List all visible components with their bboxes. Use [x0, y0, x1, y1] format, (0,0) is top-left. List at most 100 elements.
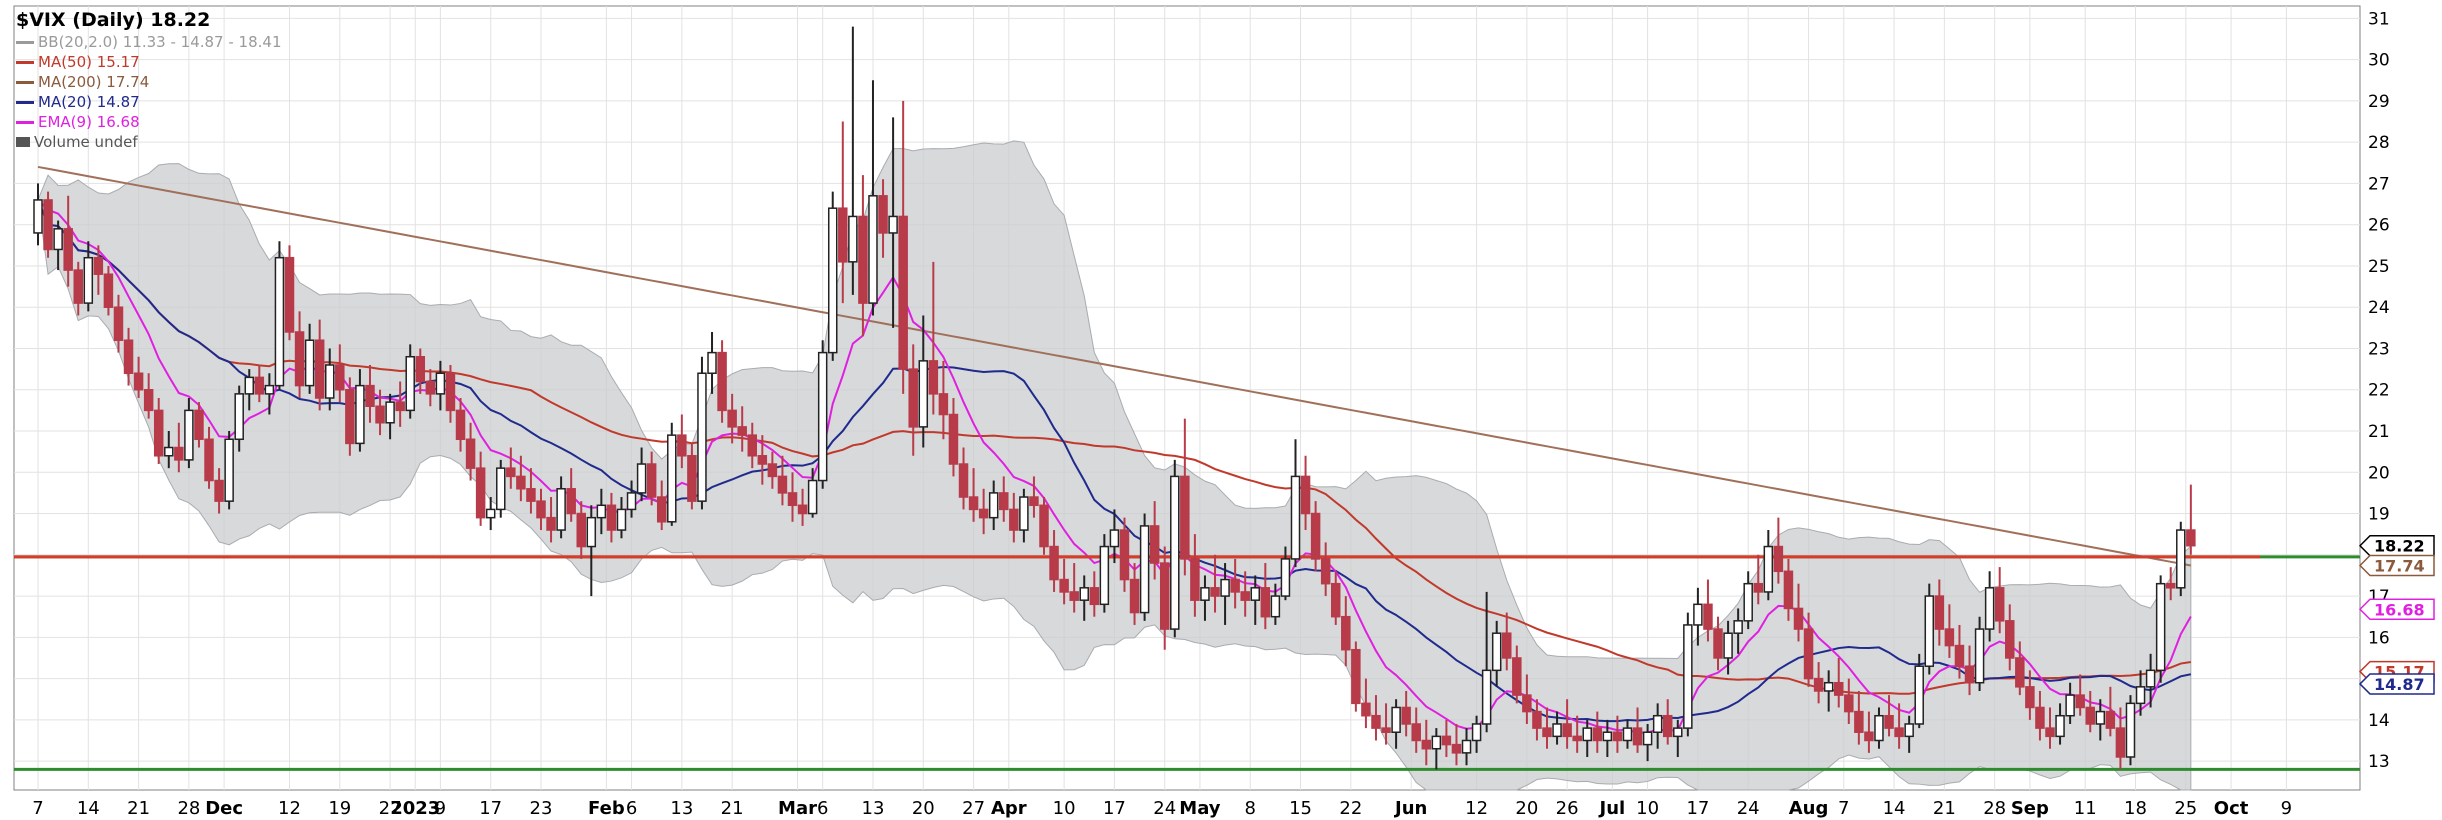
- candle-body: [908, 368, 918, 428]
- candle-body: [83, 256, 94, 304]
- candle-body: [1431, 735, 1442, 750]
- x-tick-label: 7: [1838, 798, 1849, 819]
- candle-body: [1170, 475, 1180, 630]
- candle-body: [485, 508, 496, 519]
- candle-body: [797, 504, 808, 515]
- price-badge-label: 18.22: [2374, 537, 2425, 556]
- candle-body: [1914, 665, 1924, 725]
- candle-body: [63, 228, 73, 271]
- candle-body: [1250, 587, 1261, 601]
- candle-body: [1039, 504, 1049, 548]
- candle-body: [1089, 587, 1100, 606]
- candle-body: [2045, 727, 2055, 738]
- candle-body: [445, 372, 456, 412]
- candle-body: [455, 409, 466, 441]
- candle-body: [1693, 603, 1703, 626]
- candle-body: [244, 376, 255, 395]
- candle-body: [133, 372, 144, 391]
- candle-body: [1844, 694, 1854, 713]
- candle-body: [1079, 587, 1089, 601]
- legend-entry: MA(20) 14.87: [16, 92, 282, 112]
- x-tick-label: 6: [817, 798, 828, 819]
- candle-body: [1783, 570, 1794, 610]
- candle-body: [1059, 578, 1069, 593]
- symbol-label: $VIX (Daily): [16, 9, 144, 31]
- candle-body: [2135, 686, 2146, 705]
- candle-body: [204, 438, 214, 482]
- candle-body: [1944, 628, 1955, 647]
- candle-body: [948, 413, 959, 465]
- candle-body: [1280, 558, 1291, 597]
- candle-body: [1129, 578, 1140, 614]
- candle-body: [697, 372, 707, 502]
- candle-body: [345, 388, 355, 445]
- candle-body: [1481, 669, 1492, 725]
- candle-body: [646, 463, 657, 498]
- candle-body: [1240, 591, 1250, 601]
- candle-body: [1622, 727, 1633, 742]
- y-tick-label: 28: [2368, 133, 2390, 153]
- candle-body: [777, 475, 788, 494]
- candle-body: [1260, 587, 1271, 618]
- x-tick-label: 27: [962, 798, 985, 819]
- x-tick-label: 13: [670, 798, 693, 819]
- y-tick-label: 26: [2368, 216, 2390, 236]
- candle-body: [1512, 657, 1522, 696]
- x-tick-label: 28: [177, 798, 200, 819]
- candle-body: [717, 351, 727, 412]
- candle-body: [73, 269, 83, 304]
- x-tick-label: 8: [1245, 798, 1256, 819]
- candle-body: [335, 364, 345, 391]
- chart-title: $VIX (Daily) 18.22: [16, 8, 282, 32]
- candle-body: [1361, 702, 1371, 717]
- y-tick-label: 21: [2368, 422, 2390, 442]
- candle-body: [1582, 727, 1592, 742]
- price-badge: 17.74: [2358, 554, 2435, 577]
- candle-body: [1552, 723, 1562, 738]
- y-tick-label: 23: [2368, 339, 2390, 359]
- candle-body: [1381, 727, 1391, 733]
- y-tick-label: 24: [2368, 298, 2390, 318]
- candle-body: [143, 388, 154, 412]
- candle-body: [1864, 731, 1874, 742]
- candle-body: [274, 256, 285, 387]
- candle-body: [2075, 694, 2085, 709]
- x-tick-label: 20: [1515, 798, 1538, 819]
- candle-body: [858, 215, 868, 304]
- candle-body: [1733, 620, 1743, 634]
- x-tick-label: 15: [1289, 798, 1312, 819]
- candle-body: [737, 426, 747, 436]
- candle-body: [164, 446, 174, 457]
- candle-body: [1139, 525, 1150, 614]
- candle-body: [516, 475, 526, 490]
- candle-body: [1854, 710, 1864, 733]
- candle-body: [234, 393, 244, 441]
- y-tick-label: 16: [2368, 628, 2390, 648]
- x-tick-label: Sep: [2011, 798, 2049, 819]
- x-tick-label: 25: [2174, 798, 2197, 819]
- x-tick-label: 11: [2074, 798, 2097, 819]
- candle-body: [1290, 475, 1301, 560]
- candle-body: [536, 500, 546, 519]
- candle-body: [1019, 496, 1029, 531]
- candle-body: [626, 492, 637, 511]
- candle-body: [596, 504, 607, 519]
- candle-body: [1572, 735, 1582, 742]
- candle-body: [1502, 632, 1512, 659]
- candle-body: [848, 215, 858, 263]
- candle-body: [2115, 727, 2126, 758]
- x-tick-label: Mar: [778, 798, 817, 819]
- candle-body: [405, 355, 415, 412]
- candle-body: [1763, 545, 1774, 593]
- candle-body: [968, 496, 979, 511]
- candle-body: [677, 434, 687, 457]
- y-tick-label: 20: [2368, 463, 2390, 483]
- candle-body: [1753, 582, 1764, 593]
- candle-body: [1119, 529, 1130, 581]
- candle-body: [1029, 496, 1039, 507]
- candle-body: [123, 339, 134, 374]
- price-badge-label: 16.68: [2374, 600, 2425, 619]
- candle-body: [294, 331, 305, 387]
- candle-body: [2015, 657, 2025, 688]
- candle-body: [1683, 624, 1693, 729]
